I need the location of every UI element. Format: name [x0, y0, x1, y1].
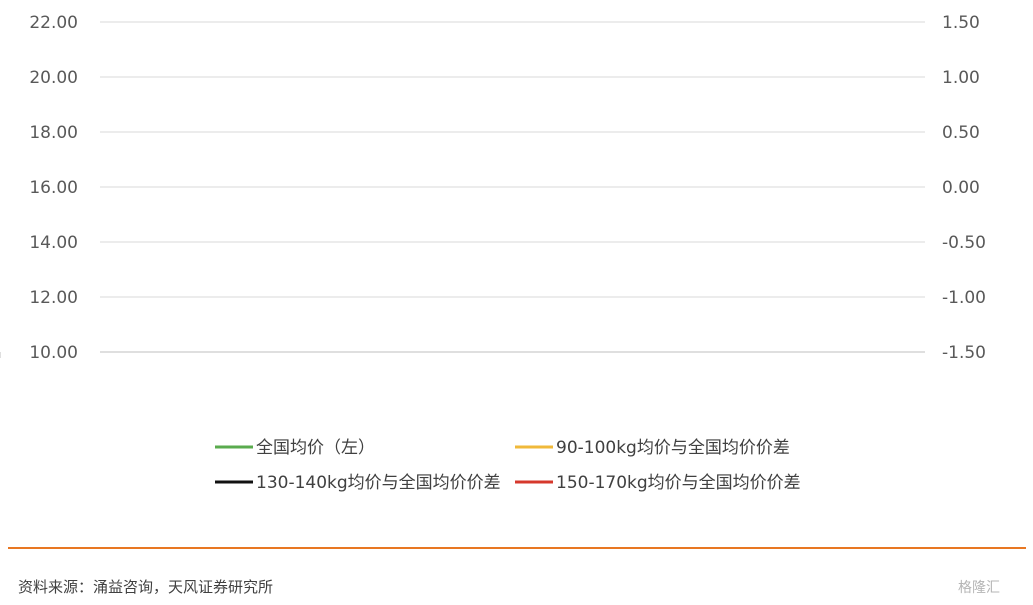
footer-divider — [8, 547, 1026, 549]
left-tick-label: 20.00 — [29, 68, 78, 88]
line-chart: 10.00 12.00 14.00 16.00 18.00 20.00 22.00 -1.5… — [0, 0, 986, 493]
legend: 全国均价（左） 90-100kg均价与全国均价价差 130-140kg均价与全国均价… — [215, 438, 801, 493]
left-tick-label: 16.00 — [29, 178, 78, 198]
right-tick-label: -1.50 — [942, 343, 986, 363]
left-axis-ticks: 10.00 12.00 14.00 16.00 18.00 20.00 22.00 — [29, 13, 78, 363]
right-tick-label: -1.00 — [942, 288, 986, 308]
x-axis: 2024/3/282024/4/282024/5/282024/6/282024… — [0, 351, 925, 358]
right-tick-label: 1.00 — [942, 68, 980, 88]
legend-label: 全国均价（左） — [256, 438, 375, 458]
left-tick-label: 10.00 — [29, 343, 78, 363]
left-tick-label: 14.00 — [29, 233, 78, 253]
right-axis-ticks: -1.50 -1.00 -0.50 0.00 0.50 1.00 1.50 — [942, 13, 986, 363]
left-tick-label: 18.00 — [29, 123, 78, 143]
right-tick-label: 1.50 — [942, 13, 980, 33]
right-tick-label: 0.50 — [942, 123, 980, 143]
right-tick-label: -0.50 — [942, 233, 986, 253]
left-tick-label: 12.00 — [29, 288, 78, 308]
gridlines — [100, 21, 925, 353]
legend-label: 130-140kg均价与全国均价价差 — [256, 473, 501, 493]
left-tick-label: 22.00 — [29, 13, 78, 33]
right-tick-label: 0.00 — [942, 178, 980, 198]
source-note: 资料来源：涌益咨询，天风证券研究所 — [18, 578, 274, 596]
legend-label: 150-170kg均价与全国均价价差 — [556, 473, 801, 493]
legend-label: 90-100kg均价与全国均价价差 — [556, 438, 790, 458]
brand-watermark: 格隆汇 — [958, 580, 1000, 596]
